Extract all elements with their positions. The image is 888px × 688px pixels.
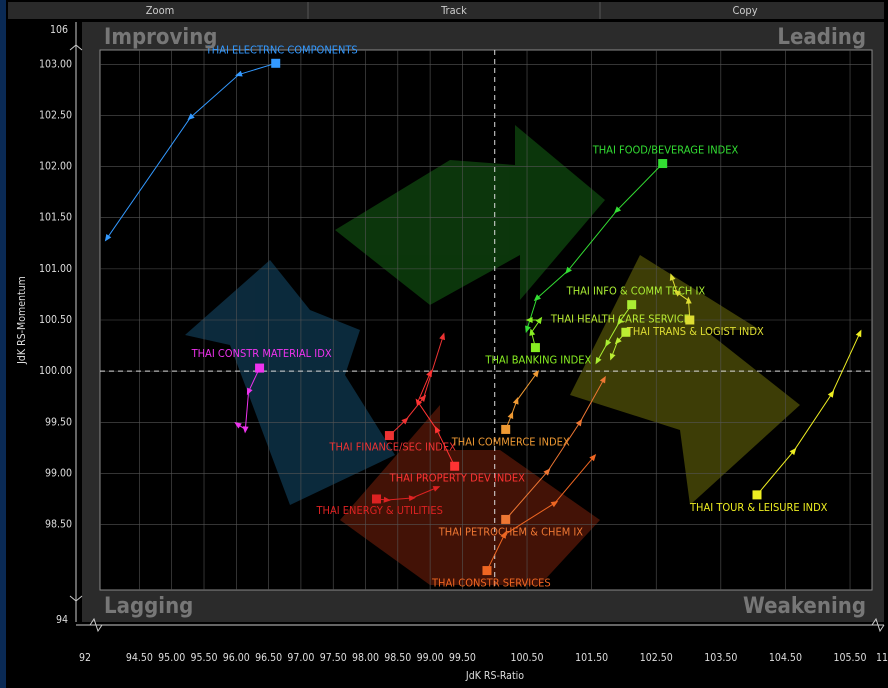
head-marker: [658, 159, 667, 168]
x-tick-label: 95.50: [190, 652, 217, 664]
y-break-label: 106: [50, 24, 68, 36]
left-strip: [0, 0, 6, 688]
series-label: THAI TOUR & LEISURE INDX: [689, 501, 828, 514]
head-marker: [271, 59, 280, 68]
x-tick-label: 97.00: [287, 652, 314, 664]
head-marker: [372, 494, 381, 503]
x-tick-label: 105.50: [834, 652, 867, 664]
series-label: THAI CONSTR MATERIAL IDX: [191, 347, 332, 360]
x-tick-label: 99.50: [449, 652, 476, 664]
x-tick-label: 96.50: [255, 652, 282, 664]
x-tick-label: 99.00: [417, 652, 444, 664]
x-tick-label: 103.50: [704, 652, 737, 664]
series-label: THAI FINANCE/SEC INDEX: [328, 441, 456, 454]
series-label: THAI TRANS & LOGIST INDX: [626, 325, 764, 338]
x-tick-label: 98.50: [384, 652, 411, 664]
head-marker: [450, 462, 459, 471]
head-marker: [501, 425, 510, 434]
copy-button[interactable]: Copy: [732, 4, 757, 17]
series-label: THAI FOOD/BEVERAGE INDEX: [592, 144, 739, 157]
x-tick-label: 98.00: [352, 652, 379, 664]
y-tick-label: 98.50: [45, 519, 72, 531]
x-tick-label: 100.50: [510, 652, 543, 664]
head-marker: [385, 431, 394, 440]
series-label: THAI PETROCHEM & CHEM IX: [438, 525, 584, 538]
head-marker: [685, 316, 694, 325]
x-tick-label: 96.00: [223, 652, 250, 664]
series-label: THAI HEALTH CARE SERVICE: [550, 312, 690, 325]
series-label: THAI CONSTR SERVICES: [431, 577, 551, 590]
x-tick-label: 95.00: [158, 652, 185, 664]
chart: Zoom Track Copy THAI ELECTRNC COMPONENTS…: [0, 0, 888, 688]
y-tick-label: 102.00: [39, 161, 72, 173]
y-tick-label: 102.50: [39, 109, 72, 121]
series-label: THAI PROPERTY DEV INDEX: [389, 471, 525, 484]
series-label: THAI COMMERCE INDEX: [451, 435, 570, 448]
y-tick-label: 103.00: [39, 58, 72, 70]
quadrant-label: Leading: [777, 25, 866, 50]
zoom-button[interactable]: Zoom: [146, 4, 175, 17]
x-tick-label: 97.50: [320, 652, 347, 664]
head-marker: [753, 490, 762, 499]
series-label: THAI ELECTRNC COMPONENTS: [205, 43, 358, 56]
quadrant-label: Weakening: [743, 594, 866, 619]
x-tick-label: 104.50: [769, 652, 802, 664]
head-marker: [531, 343, 540, 352]
y-tick-label: 101.00: [39, 263, 72, 275]
quadrant-label: Improving: [104, 25, 217, 50]
y-tick-label: 99.00: [45, 467, 72, 479]
head-marker: [627, 300, 636, 309]
head-marker: [482, 566, 491, 575]
x-break-label: 92: [79, 652, 91, 664]
y-axis-title: JdK RS-Momentum: [16, 276, 28, 365]
head-marker: [501, 515, 510, 524]
y-tick-label: 100.50: [39, 314, 72, 326]
series-label: THAI INFO & COMM TECH IX: [566, 285, 706, 298]
y-tick-label: 101.50: [39, 212, 72, 224]
y-break-label: 94: [56, 614, 68, 626]
x-break-label: 11: [876, 652, 888, 664]
series-label: THAI BANKING INDEX: [484, 354, 591, 367]
series-label: THAI ENERGY & UTILITIES: [315, 504, 442, 517]
x-axis-title: JdK RS-Ratio: [465, 670, 524, 682]
quadrant-label: Lagging: [104, 594, 193, 619]
x-tick-label: 94.50: [126, 652, 153, 664]
y-tick-label: 99.50: [45, 416, 72, 428]
head-marker: [255, 364, 264, 373]
x-tick-label: 102.50: [640, 652, 673, 664]
track-button[interactable]: Track: [440, 4, 467, 17]
x-tick-label: 101.50: [575, 652, 608, 664]
y-tick-label: 100.00: [39, 365, 72, 377]
